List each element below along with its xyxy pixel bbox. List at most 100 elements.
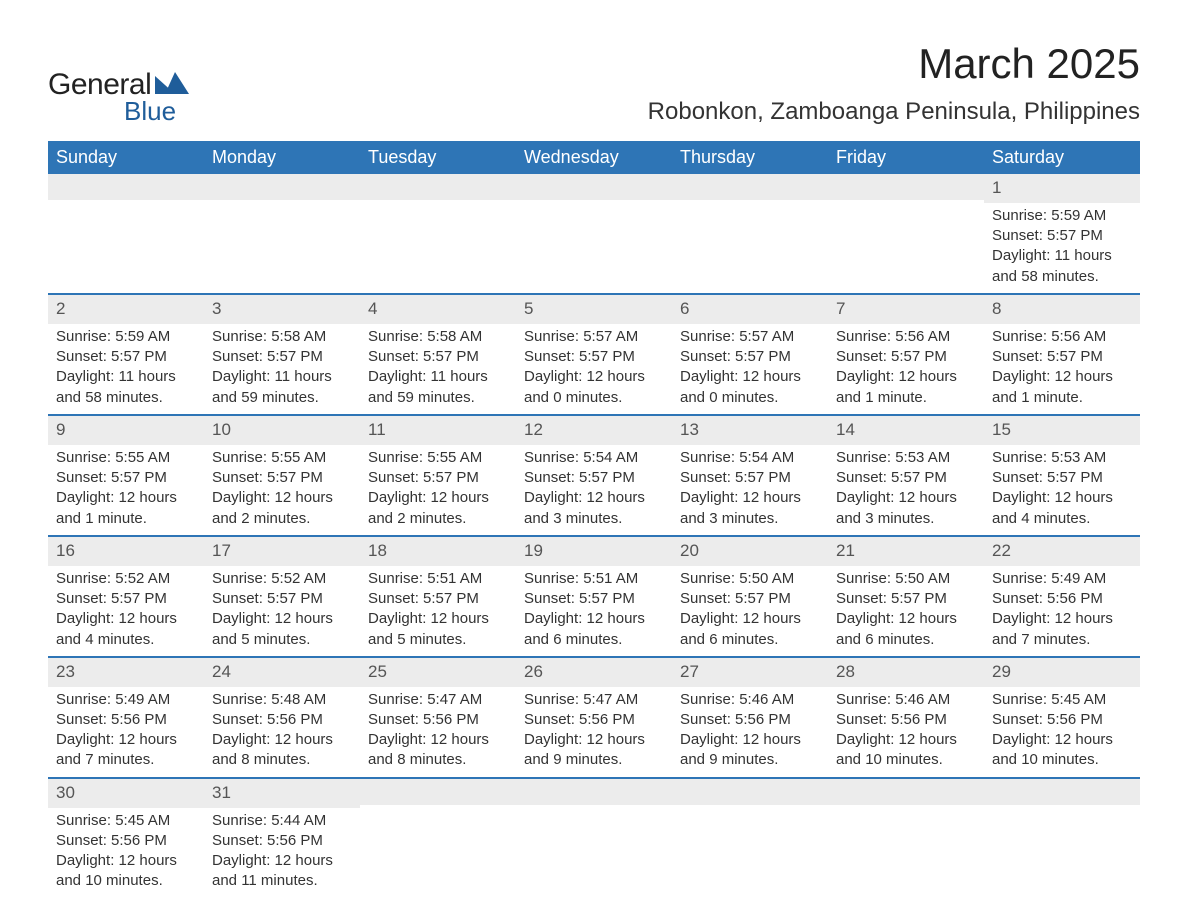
- calendar-cell: 1Sunrise: 5:59 AMSunset: 5:57 PMDaylight…: [984, 174, 1140, 293]
- sunset-text: Sunset: 5:57 PM: [212, 468, 352, 488]
- sunrise-text: Sunrise: 5:46 AM: [836, 690, 976, 710]
- sunset-text: Sunset: 5:57 PM: [56, 347, 196, 367]
- sunrise-text: Sunrise: 5:54 AM: [524, 448, 664, 468]
- daylight-text: Daylight: 12 hours and 1 minute.: [56, 488, 196, 529]
- day-details: Sunrise: 5:59 AMSunset: 5:57 PMDaylight:…: [984, 203, 1140, 293]
- daylight-text: Daylight: 12 hours and 3 minutes.: [680, 488, 820, 529]
- calendar-cell: 25Sunrise: 5:47 AMSunset: 5:56 PMDayligh…: [360, 658, 516, 777]
- day-number: [516, 174, 672, 200]
- daylight-text: Daylight: 12 hours and 10 minutes.: [836, 730, 976, 771]
- daylight-text: Daylight: 12 hours and 9 minutes.: [524, 730, 664, 771]
- calendar-cell: [828, 174, 984, 293]
- day-details: Sunrise: 5:53 AMSunset: 5:57 PMDaylight:…: [828, 445, 984, 535]
- calendar-cell: 29Sunrise: 5:45 AMSunset: 5:56 PMDayligh…: [984, 658, 1140, 777]
- daylight-text: Daylight: 12 hours and 8 minutes.: [368, 730, 508, 771]
- sunrise-text: Sunrise: 5:55 AM: [212, 448, 352, 468]
- day-details: Sunrise: 5:54 AMSunset: 5:57 PMDaylight:…: [516, 445, 672, 535]
- sunrise-text: Sunrise: 5:49 AM: [992, 569, 1132, 589]
- daylight-text: Daylight: 12 hours and 0 minutes.: [680, 367, 820, 408]
- day-number: 18: [360, 537, 516, 566]
- daylight-text: Daylight: 11 hours and 58 minutes.: [992, 246, 1132, 287]
- calendar-week: 30Sunrise: 5:45 AMSunset: 5:56 PMDayligh…: [48, 777, 1140, 898]
- sunset-text: Sunset: 5:56 PM: [680, 710, 820, 730]
- logo-text-blue: Blue: [124, 96, 189, 127]
- day-number: 13: [672, 416, 828, 445]
- weekday-label: Friday: [828, 141, 984, 174]
- sunrise-text: Sunrise: 5:52 AM: [56, 569, 196, 589]
- daylight-text: Daylight: 12 hours and 5 minutes.: [368, 609, 508, 650]
- day-number: 27: [672, 658, 828, 687]
- daylight-text: Daylight: 12 hours and 0 minutes.: [524, 367, 664, 408]
- day-details: [984, 805, 1140, 881]
- day-details: Sunrise: 5:57 AMSunset: 5:57 PMDaylight:…: [516, 324, 672, 414]
- day-number: 23: [48, 658, 204, 687]
- sunrise-text: Sunrise: 5:47 AM: [524, 690, 664, 710]
- sunrise-text: Sunrise: 5:54 AM: [680, 448, 820, 468]
- calendar-cell: 28Sunrise: 5:46 AMSunset: 5:56 PMDayligh…: [828, 658, 984, 777]
- day-details: Sunrise: 5:59 AMSunset: 5:57 PMDaylight:…: [48, 324, 204, 414]
- day-number: 20: [672, 537, 828, 566]
- daylight-text: Daylight: 12 hours and 6 minutes.: [680, 609, 820, 650]
- day-details: Sunrise: 5:52 AMSunset: 5:57 PMDaylight:…: [48, 566, 204, 656]
- sunset-text: Sunset: 5:57 PM: [836, 589, 976, 609]
- calendar-cell: [672, 779, 828, 898]
- day-details: Sunrise: 5:51 AMSunset: 5:57 PMDaylight:…: [360, 566, 516, 656]
- calendar-week: 16Sunrise: 5:52 AMSunset: 5:57 PMDayligh…: [48, 535, 1140, 656]
- day-number: 25: [360, 658, 516, 687]
- day-number: [672, 779, 828, 805]
- calendar-cell: [360, 174, 516, 293]
- calendar: Sunday Monday Tuesday Wednesday Thursday…: [48, 141, 1140, 898]
- sunrise-text: Sunrise: 5:44 AM: [212, 811, 352, 831]
- day-details: Sunrise: 5:58 AMSunset: 5:57 PMDaylight:…: [204, 324, 360, 414]
- daylight-text: Daylight: 12 hours and 4 minutes.: [992, 488, 1132, 529]
- sunset-text: Sunset: 5:57 PM: [368, 589, 508, 609]
- day-number: 8: [984, 295, 1140, 324]
- calendar-cell: 13Sunrise: 5:54 AMSunset: 5:57 PMDayligh…: [672, 416, 828, 535]
- day-number: 29: [984, 658, 1140, 687]
- day-number: 10: [204, 416, 360, 445]
- sunset-text: Sunset: 5:57 PM: [524, 589, 664, 609]
- daylight-text: Daylight: 12 hours and 4 minutes.: [56, 609, 196, 650]
- day-details: [204, 200, 360, 276]
- daylight-text: Daylight: 12 hours and 6 minutes.: [836, 609, 976, 650]
- calendar-cell: [516, 779, 672, 898]
- calendar-week: 1Sunrise: 5:59 AMSunset: 5:57 PMDaylight…: [48, 174, 1140, 293]
- calendar-cell: 2Sunrise: 5:59 AMSunset: 5:57 PMDaylight…: [48, 295, 204, 414]
- day-details: Sunrise: 5:52 AMSunset: 5:57 PMDaylight:…: [204, 566, 360, 656]
- day-details: Sunrise: 5:50 AMSunset: 5:57 PMDaylight:…: [828, 566, 984, 656]
- day-details: Sunrise: 5:56 AMSunset: 5:57 PMDaylight:…: [984, 324, 1140, 414]
- day-number: 24: [204, 658, 360, 687]
- day-number: 9: [48, 416, 204, 445]
- day-number: [984, 779, 1140, 805]
- day-details: Sunrise: 5:48 AMSunset: 5:56 PMDaylight:…: [204, 687, 360, 777]
- day-number: 11: [360, 416, 516, 445]
- sunrise-text: Sunrise: 5:56 AM: [836, 327, 976, 347]
- weekday-label: Sunday: [48, 141, 204, 174]
- day-number: [672, 174, 828, 200]
- sunrise-text: Sunrise: 5:53 AM: [836, 448, 976, 468]
- sunrise-text: Sunrise: 5:53 AM: [992, 448, 1132, 468]
- daylight-text: Daylight: 12 hours and 8 minutes.: [212, 730, 352, 771]
- calendar-cell: 27Sunrise: 5:46 AMSunset: 5:56 PMDayligh…: [672, 658, 828, 777]
- sunrise-text: Sunrise: 5:51 AM: [524, 569, 664, 589]
- calendar-cell: [360, 779, 516, 898]
- weekday-header: Sunday Monday Tuesday Wednesday Thursday…: [48, 141, 1140, 174]
- calendar-week: 23Sunrise: 5:49 AMSunset: 5:56 PMDayligh…: [48, 656, 1140, 777]
- daylight-text: Daylight: 12 hours and 2 minutes.: [212, 488, 352, 529]
- day-number: [828, 779, 984, 805]
- sunrise-text: Sunrise: 5:59 AM: [56, 327, 196, 347]
- sunrise-text: Sunrise: 5:55 AM: [368, 448, 508, 468]
- day-details: Sunrise: 5:55 AMSunset: 5:57 PMDaylight:…: [360, 445, 516, 535]
- calendar-cell: 4Sunrise: 5:58 AMSunset: 5:57 PMDaylight…: [360, 295, 516, 414]
- day-details: Sunrise: 5:53 AMSunset: 5:57 PMDaylight:…: [984, 445, 1140, 535]
- day-number: 1: [984, 174, 1140, 203]
- sunrise-text: Sunrise: 5:47 AM: [368, 690, 508, 710]
- day-details: Sunrise: 5:46 AMSunset: 5:56 PMDaylight:…: [672, 687, 828, 777]
- sunset-text: Sunset: 5:57 PM: [368, 468, 508, 488]
- day-number: 17: [204, 537, 360, 566]
- daylight-text: Daylight: 12 hours and 2 minutes.: [368, 488, 508, 529]
- calendar-cell: 16Sunrise: 5:52 AMSunset: 5:57 PMDayligh…: [48, 537, 204, 656]
- day-details: Sunrise: 5:51 AMSunset: 5:57 PMDaylight:…: [516, 566, 672, 656]
- sunset-text: Sunset: 5:57 PM: [836, 468, 976, 488]
- sunset-text: Sunset: 5:57 PM: [836, 347, 976, 367]
